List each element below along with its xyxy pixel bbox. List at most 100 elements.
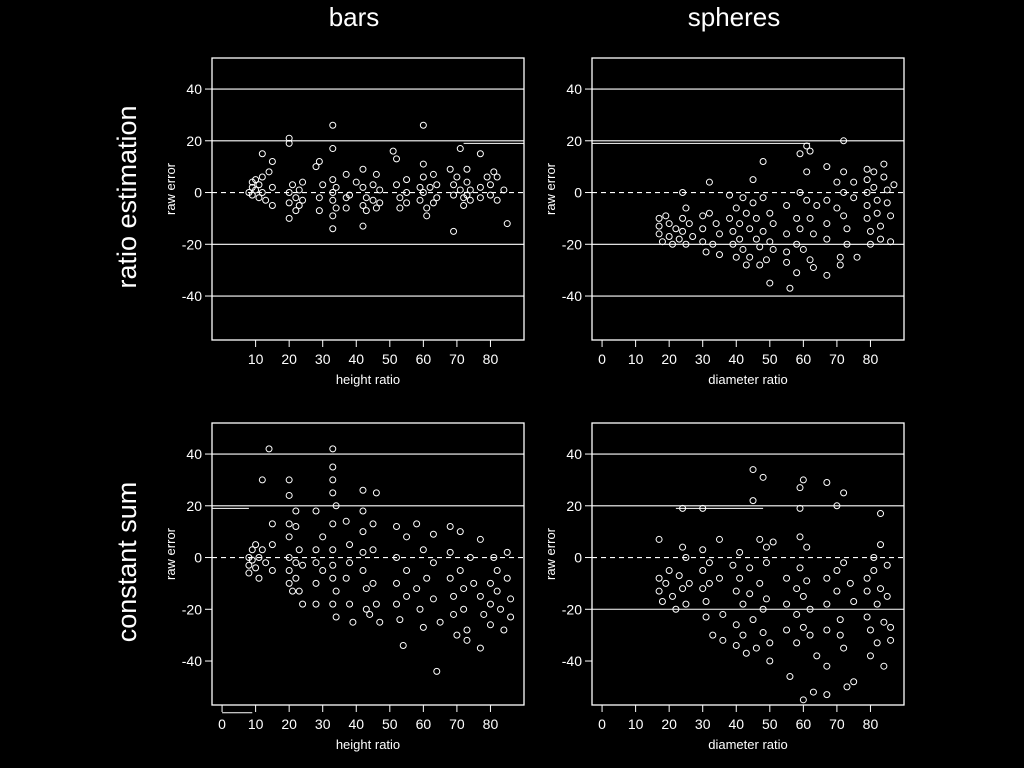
data-point — [890, 181, 898, 189]
data-point — [762, 559, 770, 567]
data-point — [285, 214, 293, 222]
data-point — [870, 183, 878, 191]
data-point — [460, 201, 468, 209]
data-point — [742, 649, 750, 657]
data-point — [255, 574, 263, 582]
data-point — [248, 556, 256, 564]
data-point — [476, 644, 484, 652]
data-point — [803, 196, 811, 204]
data-point — [877, 585, 885, 593]
data-points — [245, 445, 515, 675]
x-tick-label: 70 — [829, 351, 845, 367]
data-point — [396, 194, 404, 202]
data-point — [715, 535, 723, 543]
data-point — [376, 618, 384, 626]
data-point — [419, 173, 427, 181]
x-tick-label: 60 — [416, 351, 432, 367]
data-point — [456, 566, 464, 574]
data-point — [493, 196, 501, 204]
data-point — [403, 533, 411, 541]
data-point — [739, 631, 747, 639]
data-point — [887, 623, 895, 631]
data-point — [766, 279, 774, 287]
data-point — [423, 204, 431, 212]
data-point — [809, 264, 817, 272]
data-point — [342, 170, 350, 178]
data-point — [426, 183, 434, 191]
data-point — [369, 520, 377, 528]
data-point — [665, 220, 673, 228]
data-point — [315, 157, 323, 165]
data-point — [450, 227, 458, 235]
data-point — [456, 186, 464, 194]
data-point — [833, 587, 841, 595]
data-point — [726, 191, 734, 199]
data-point — [752, 644, 760, 652]
data-point — [665, 566, 673, 574]
data-point — [873, 600, 881, 608]
data-point — [675, 235, 683, 243]
data-point — [658, 598, 666, 606]
x-tick-label: 70 — [829, 716, 845, 732]
x-tick-label: 50 — [762, 716, 778, 732]
data-point — [295, 186, 303, 194]
data-point — [285, 189, 293, 197]
data-point — [672, 225, 680, 233]
data-point — [362, 585, 370, 593]
data-point — [658, 238, 666, 246]
data-point — [312, 507, 320, 515]
data-point — [285, 476, 293, 484]
data-point — [419, 121, 427, 129]
panel-ratio-estimation-spheres: 40 20 0 -20 -40 0 10 20 30 40 50 60 70 80 diameter rat… — [543, 57, 905, 387]
data-point — [362, 207, 370, 215]
data-point — [315, 194, 323, 202]
data-point — [285, 579, 293, 587]
data-point — [715, 574, 723, 582]
data-point — [840, 644, 848, 652]
data-point — [793, 610, 801, 618]
data-point — [332, 502, 340, 510]
y-tick-label: -20 — [562, 601, 582, 617]
panel-frame — [211, 57, 525, 341]
data-point — [682, 240, 690, 248]
data-point — [799, 245, 807, 253]
data-point — [372, 600, 380, 608]
y-tick-label: 0 — [194, 550, 202, 566]
data-point — [863, 189, 871, 197]
data-points — [245, 121, 511, 235]
data-point — [769, 538, 777, 546]
data-point — [863, 201, 871, 209]
data-point — [419, 623, 427, 631]
data-point — [463, 191, 471, 199]
data-point — [709, 240, 717, 248]
data-point — [403, 176, 411, 184]
data-point — [268, 157, 276, 165]
data-point — [369, 196, 377, 204]
data-point — [493, 566, 501, 574]
data-point — [806, 147, 814, 155]
data-point — [823, 479, 831, 487]
data-point — [742, 261, 750, 269]
data-point — [393, 579, 401, 587]
data-point — [655, 587, 663, 595]
data-point — [359, 486, 367, 494]
data-point — [369, 181, 377, 189]
data-point — [712, 220, 720, 228]
data-point — [655, 535, 663, 543]
x-tick-label: 10 — [248, 716, 264, 732]
data-point — [749, 199, 757, 207]
data-point — [252, 564, 260, 572]
data-point — [312, 559, 320, 567]
data-point — [870, 168, 878, 176]
data-point — [783, 574, 791, 582]
data-point — [756, 535, 764, 543]
data-point — [682, 554, 690, 562]
data-point — [685, 579, 693, 587]
data-point — [873, 209, 881, 217]
data-point — [352, 178, 360, 186]
data-point — [746, 253, 754, 261]
data-point — [796, 504, 804, 512]
data-point — [490, 554, 498, 562]
data-point — [285, 566, 293, 574]
data-point — [450, 181, 458, 189]
